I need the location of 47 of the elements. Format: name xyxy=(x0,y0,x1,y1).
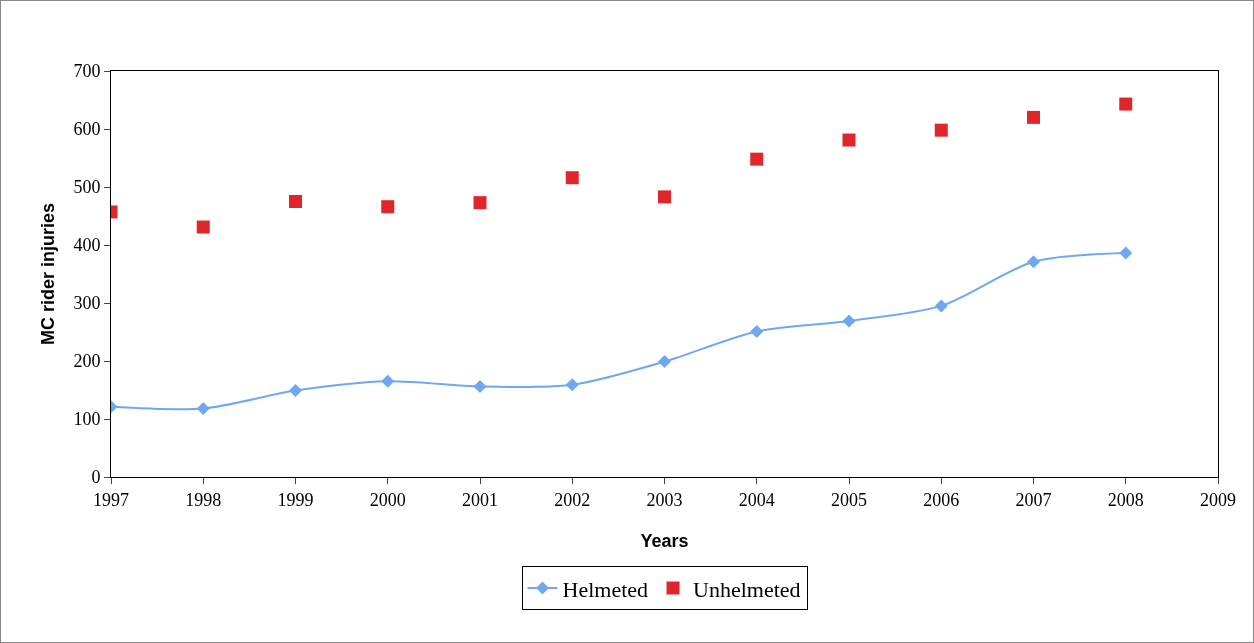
y-tick-label: 600 xyxy=(73,119,101,140)
legend-label: Helmeted xyxy=(562,576,649,602)
x-tick-label: 2001 xyxy=(462,489,498,510)
point xyxy=(1027,110,1040,124)
point xyxy=(750,324,764,338)
point xyxy=(473,380,487,394)
point xyxy=(842,133,856,147)
x-axis-title: Years xyxy=(640,530,689,551)
point xyxy=(565,378,579,392)
point xyxy=(934,299,948,313)
point xyxy=(289,384,302,398)
y-tick-label: 300 xyxy=(73,293,101,314)
point xyxy=(196,402,210,416)
x-tick-label: 1998 xyxy=(185,489,222,510)
x-tick-label: 2005 xyxy=(831,489,867,510)
point xyxy=(565,171,579,185)
point xyxy=(1119,246,1133,260)
y-tick-label: 700 xyxy=(73,61,101,82)
point xyxy=(934,123,948,137)
y-tick-label: 500 xyxy=(73,177,101,198)
y-axis-title: MC rider injuries xyxy=(37,202,58,346)
point xyxy=(1119,97,1133,111)
y-tick-label: 100 xyxy=(73,409,101,430)
x-tick-label: 2007 xyxy=(1015,489,1052,510)
point xyxy=(473,196,487,210)
x-tick-label: 2006 xyxy=(923,489,960,510)
x-tick-label: 2000 xyxy=(369,489,406,510)
point xyxy=(381,374,395,388)
x-tick-label: 2002 xyxy=(554,489,591,510)
point xyxy=(196,220,210,234)
point xyxy=(381,200,395,214)
x-tick-label: 2008 xyxy=(1107,489,1144,510)
y-tick-label: 0 xyxy=(91,467,101,488)
x-tick-label: 2003 xyxy=(646,489,683,510)
point xyxy=(289,195,302,208)
x-tick-label: 2009 xyxy=(1200,489,1236,510)
point xyxy=(1027,255,1040,269)
legend-label: Unhelmeted xyxy=(693,576,801,602)
y-tick-label: 400 xyxy=(73,235,101,256)
point xyxy=(842,314,856,328)
y-tick-label: 200 xyxy=(73,351,101,372)
point xyxy=(750,152,764,166)
point xyxy=(658,355,671,369)
x-tick-label: 2004 xyxy=(738,489,775,510)
x-tick-label: 1999 xyxy=(277,489,314,510)
x-tick-label: 1997 xyxy=(93,489,129,510)
point xyxy=(658,190,671,204)
